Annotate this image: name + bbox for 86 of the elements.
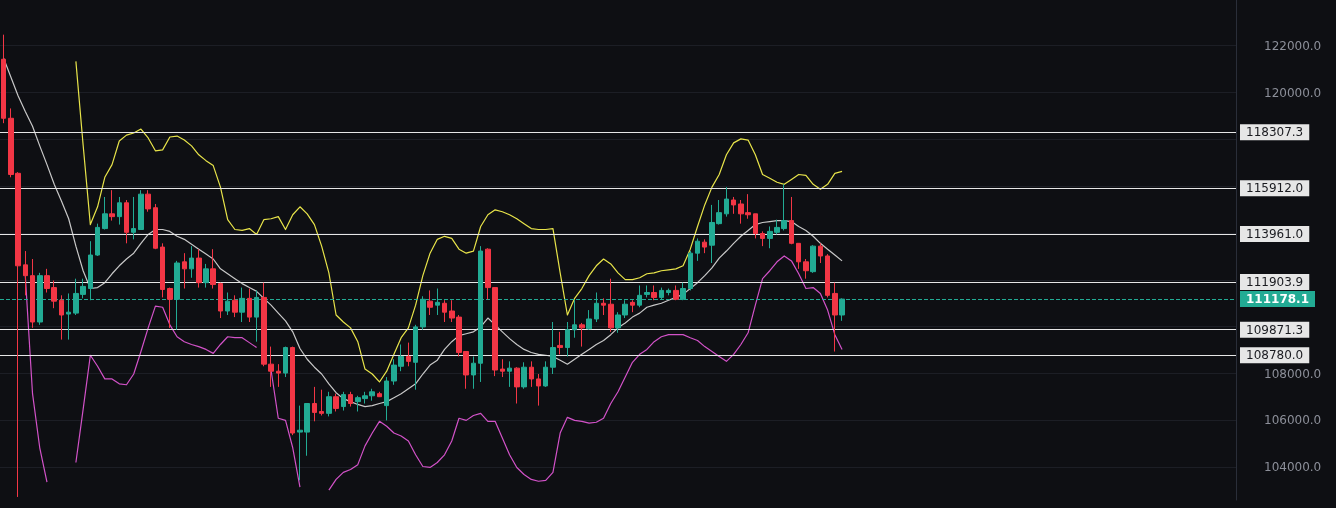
candlestick	[182, 252, 187, 290]
candlestick	[760, 230, 765, 247]
candlestick	[406, 342, 411, 367]
candlestick	[23, 250, 28, 296]
candlestick	[319, 389, 324, 416]
candlestick	[109, 189, 115, 222]
candlestick	[702, 238, 707, 254]
y-tick-label: 108000.0	[1264, 366, 1322, 381]
y-tick-label: 104000.0	[1264, 460, 1322, 475]
candlestick	[586, 309, 592, 331]
candlestick	[341, 391, 346, 412]
ref-line-label: 111178.1	[1246, 292, 1310, 307]
candlestick	[189, 245, 194, 279]
candlestick	[167, 287, 173, 329]
candlestick	[608, 278, 614, 333]
candlestick	[818, 242, 823, 264]
candlestick	[695, 237, 700, 262]
candlestick	[95, 223, 100, 257]
candlestick	[30, 258, 35, 329]
candlestick	[529, 360, 534, 388]
candlestick	[283, 346, 288, 378]
candlestick	[673, 284, 679, 301]
candlestick	[803, 258, 809, 280]
candlestick	[825, 253, 830, 298]
candlestick	[666, 288, 671, 296]
candlestick	[153, 203, 158, 250]
candlestick	[731, 196, 736, 215]
y-tick-label: 120000.0	[1264, 85, 1322, 100]
ref-line-label: 111903.9	[1246, 275, 1304, 290]
candlestick	[550, 321, 556, 375]
candlestick	[500, 358, 505, 378]
candlestick	[59, 294, 64, 341]
ref-line-label: 108780.0	[1246, 348, 1304, 363]
candlestick	[384, 376, 389, 421]
candlestick	[514, 366, 520, 405]
ref-line-label: 118307.3	[1246, 125, 1304, 140]
candlestick	[724, 186, 729, 218]
candlestick	[203, 263, 209, 289]
candlestick	[102, 196, 108, 231]
candlestick	[557, 331, 563, 355]
candlestick	[1, 34, 6, 124]
candlestick	[413, 324, 418, 391]
candlestick	[348, 391, 353, 408]
candlestick	[117, 196, 122, 226]
candlestick	[536, 373, 541, 407]
candlestick	[326, 391, 332, 417]
candlestick	[832, 282, 838, 353]
ref-line-label: 109871.3	[1246, 322, 1304, 337]
y-tick-label: 122000.0	[1264, 38, 1322, 53]
candlestick	[753, 213, 758, 239]
candlestick	[145, 189, 151, 213]
candlestick	[543, 360, 548, 388]
ref-line-label: 115912.0	[1246, 181, 1304, 196]
candlestick	[688, 250, 693, 291]
candlestick	[333, 393, 339, 412]
candlestick	[579, 322, 585, 348]
candlestick	[507, 360, 512, 388]
candlestick	[247, 288, 252, 323]
candlestick	[160, 242, 165, 298]
candlestick	[427, 289, 433, 316]
candlestick	[565, 321, 570, 357]
candlestick	[196, 248, 202, 289]
ref-line-label: 113961.0	[1246, 226, 1304, 241]
candlestick	[521, 361, 527, 390]
candlestick	[232, 294, 238, 318]
line-series	[75, 60, 843, 383]
candlestick	[290, 346, 295, 436]
candlestick	[138, 189, 144, 231]
candlestick	[810, 244, 816, 274]
candlestick	[276, 363, 281, 388]
y-tick-label: 106000.0	[1264, 413, 1322, 428]
candlestick	[442, 299, 447, 323]
candlestick	[312, 386, 317, 422]
candlestick	[131, 196, 136, 240]
candlestick	[630, 299, 635, 313]
candlestick	[601, 297, 606, 316]
candlestick	[644, 284, 650, 298]
candlestick	[218, 282, 223, 319]
candlestick	[572, 299, 577, 339]
candlestick	[124, 199, 129, 244]
candlestick	[796, 242, 801, 270]
candlestick	[789, 196, 794, 245]
candlestick	[210, 248, 216, 290]
candlestick	[377, 391, 382, 398]
candlestick	[651, 284, 657, 301]
candlestick	[471, 355, 476, 390]
